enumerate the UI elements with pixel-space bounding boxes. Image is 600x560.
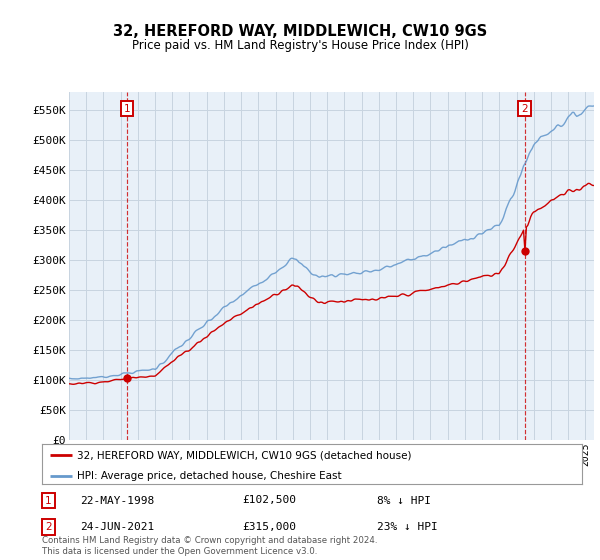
- Text: 2: 2: [45, 522, 52, 532]
- Text: 32, HEREFORD WAY, MIDDLEWICH, CW10 9GS (detached house): 32, HEREFORD WAY, MIDDLEWICH, CW10 9GS (…: [77, 450, 412, 460]
- Text: 2: 2: [521, 104, 528, 114]
- Text: Contains HM Land Registry data © Crown copyright and database right 2024.
This d: Contains HM Land Registry data © Crown c…: [42, 536, 377, 556]
- Text: £315,000: £315,000: [242, 522, 296, 532]
- Text: 8% ↓ HPI: 8% ↓ HPI: [377, 496, 431, 506]
- Text: £102,500: £102,500: [242, 496, 296, 506]
- Text: 1: 1: [45, 496, 52, 506]
- Text: Price paid vs. HM Land Registry's House Price Index (HPI): Price paid vs. HM Land Registry's House …: [131, 39, 469, 52]
- Text: HPI: Average price, detached house, Cheshire East: HPI: Average price, detached house, Ches…: [77, 470, 342, 480]
- Text: 24-JUN-2021: 24-JUN-2021: [80, 522, 154, 532]
- Text: 32, HEREFORD WAY, MIDDLEWICH, CW10 9GS: 32, HEREFORD WAY, MIDDLEWICH, CW10 9GS: [113, 24, 487, 39]
- Text: 22-MAY-1998: 22-MAY-1998: [80, 496, 154, 506]
- Text: 1: 1: [124, 104, 130, 114]
- Text: 23% ↓ HPI: 23% ↓ HPI: [377, 522, 437, 532]
